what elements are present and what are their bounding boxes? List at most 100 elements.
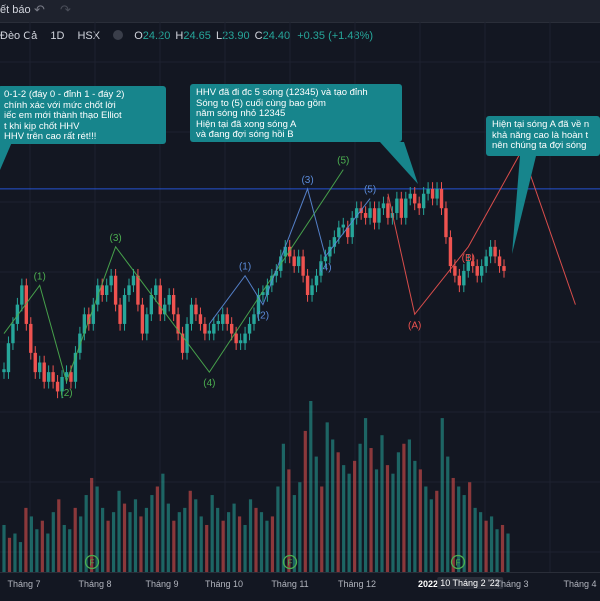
- candle-body: [497, 256, 502, 267]
- x-tick: Tháng 7: [7, 579, 41, 589]
- candle-body: [42, 362, 46, 382]
- candle-body: [292, 256, 296, 267]
- volume-bar: [194, 499, 198, 572]
- volume-bar: [68, 529, 72, 572]
- candle-body: [234, 333, 238, 344]
- volume-bar: [111, 512, 116, 572]
- callout-wave-b[interactable]: Hiện tại sóng A đã về n khả năng cao là …: [486, 116, 600, 156]
- candle-body: [301, 256, 305, 276]
- volume-bar: [292, 495, 296, 572]
- volume-bar: [221, 520, 225, 572]
- volume-bar: [172, 520, 176, 572]
- volume-bar: [320, 486, 324, 572]
- volume-bar: [51, 512, 55, 572]
- callout-line: Sóng to (5) cuối cùng bao gồm: [196, 97, 326, 109]
- symbol-name[interactable]: Đèo Cả: [0, 30, 38, 42]
- volume-bar: [429, 499, 433, 572]
- candle-body: [100, 285, 104, 295]
- volume-bar: [363, 418, 368, 572]
- callout-pointers: [0, 140, 536, 254]
- low-label: L: [215, 30, 223, 42]
- callout-elliott-note[interactable]: 0-1-2 (đáy 0 - đỉnh 1 - đáy 2) chính xác…: [0, 86, 166, 144]
- volume-bar: [46, 533, 50, 572]
- close-value: 24.40: [262, 30, 291, 42]
- x-tick: Tháng 8: [78, 579, 112, 589]
- volume-bar: [468, 482, 472, 572]
- x-tick: Tháng 4: [563, 579, 597, 589]
- callout-wave-summary[interactable]: HHV đã đi đc 5 sóng (12345) và tạo đỉnh …: [190, 84, 402, 142]
- volume-bar: [144, 507, 149, 572]
- volume-bar: [391, 473, 395, 572]
- volume-bar: [133, 499, 138, 572]
- blue-wave-label: (3): [301, 175, 313, 186]
- volume-bar: [473, 507, 477, 572]
- volume-bar: [270, 516, 275, 572]
- volume-bar: [106, 520, 110, 572]
- x-tick: Tháng 12: [337, 579, 377, 589]
- volume-bar: [13, 533, 17, 572]
- candle-body: [332, 237, 337, 247]
- volume-bar: [479, 512, 483, 572]
- undo-icon[interactable]: ↶: [34, 2, 45, 17]
- candle-body: [314, 275, 319, 286]
- red-wave-line: [387, 149, 576, 316]
- callout-line: iếc em mới thành thạo Elliot: [4, 110, 122, 121]
- candle-body: [350, 217, 354, 238]
- toolbar-title: ết báo: [0, 4, 31, 16]
- candle-body: [73, 352, 78, 382]
- interval-label[interactable]: 1D: [50, 30, 65, 42]
- candle-body: [207, 330, 212, 334]
- callout-line: nên chúng ta đợi sóng: [492, 140, 587, 151]
- volume-bar: [265, 520, 269, 572]
- candle-body: [127, 285, 131, 295]
- volume-bars: [2, 401, 510, 572]
- redo-icon[interactable]: ↷: [60, 2, 71, 17]
- volume-bar: [35, 529, 39, 572]
- volume-bar: [24, 507, 28, 572]
- candle-body: [46, 372, 51, 382]
- callout-line: Hiện tại đã xong sóng A: [196, 118, 297, 130]
- candle-body: [136, 275, 140, 305]
- legend-toggle-icon[interactable]: [113, 30, 124, 40]
- volume-bar: [40, 520, 44, 572]
- candle-body: [368, 208, 372, 218]
- volume-bar: [101, 507, 105, 572]
- price-chart[interactable]: (1) (2) (3) (4) (5) (1) (2) (3) (4) (5) (A) (B) F F F: [0, 22, 600, 572]
- callout-line: t khi kịp chốt HHV: [4, 120, 80, 132]
- candle-body: [20, 285, 24, 305]
- top-toolbar: ết báo ↶ ↷: [0, 0, 600, 23]
- candle-body: [6, 343, 11, 373]
- volume-bar: [314, 456, 318, 572]
- low-value: 23.90: [222, 30, 250, 42]
- candle-body: [180, 333, 185, 353]
- candle-body: [430, 188, 435, 199]
- volume-bar: [139, 516, 143, 572]
- volume-bar: [18, 542, 23, 572]
- candle-body: [305, 275, 310, 295]
- close-label: C: [254, 30, 263, 42]
- open-value: 24.20: [142, 30, 171, 42]
- candle-body: [453, 266, 457, 276]
- volume-bar: [243, 524, 247, 572]
- candle-body: [82, 314, 87, 334]
- x-tick: Tháng 11: [271, 579, 309, 589]
- volume-bar: [7, 537, 12, 572]
- event-marker-icon: [84, 554, 100, 570]
- candle-body: [60, 376, 64, 392]
- volume-bar: [435, 490, 439, 572]
- green-wave-label: (4): [203, 378, 215, 389]
- candle-body: [363, 213, 368, 218]
- candle-body: [2, 369, 6, 373]
- volume-bar: [281, 443, 285, 572]
- candle-body: [323, 256, 328, 262]
- volume-bar: [353, 460, 357, 572]
- blue-wave-label: (5): [364, 185, 376, 196]
- green-wave-label: (1): [34, 271, 46, 282]
- event-marker-icon: [282, 554, 298, 570]
- time-axis[interactable]: Tháng 7 Tháng 8 Tháng 9 Tháng 10 Tháng 1…: [0, 572, 600, 601]
- volume-bar: [506, 533, 510, 572]
- callout-line: chính xác với mức chốt lời: [4, 99, 116, 111]
- candle-body: [421, 193, 426, 209]
- volume-bar: [446, 456, 450, 572]
- candle-body: [484, 256, 488, 267]
